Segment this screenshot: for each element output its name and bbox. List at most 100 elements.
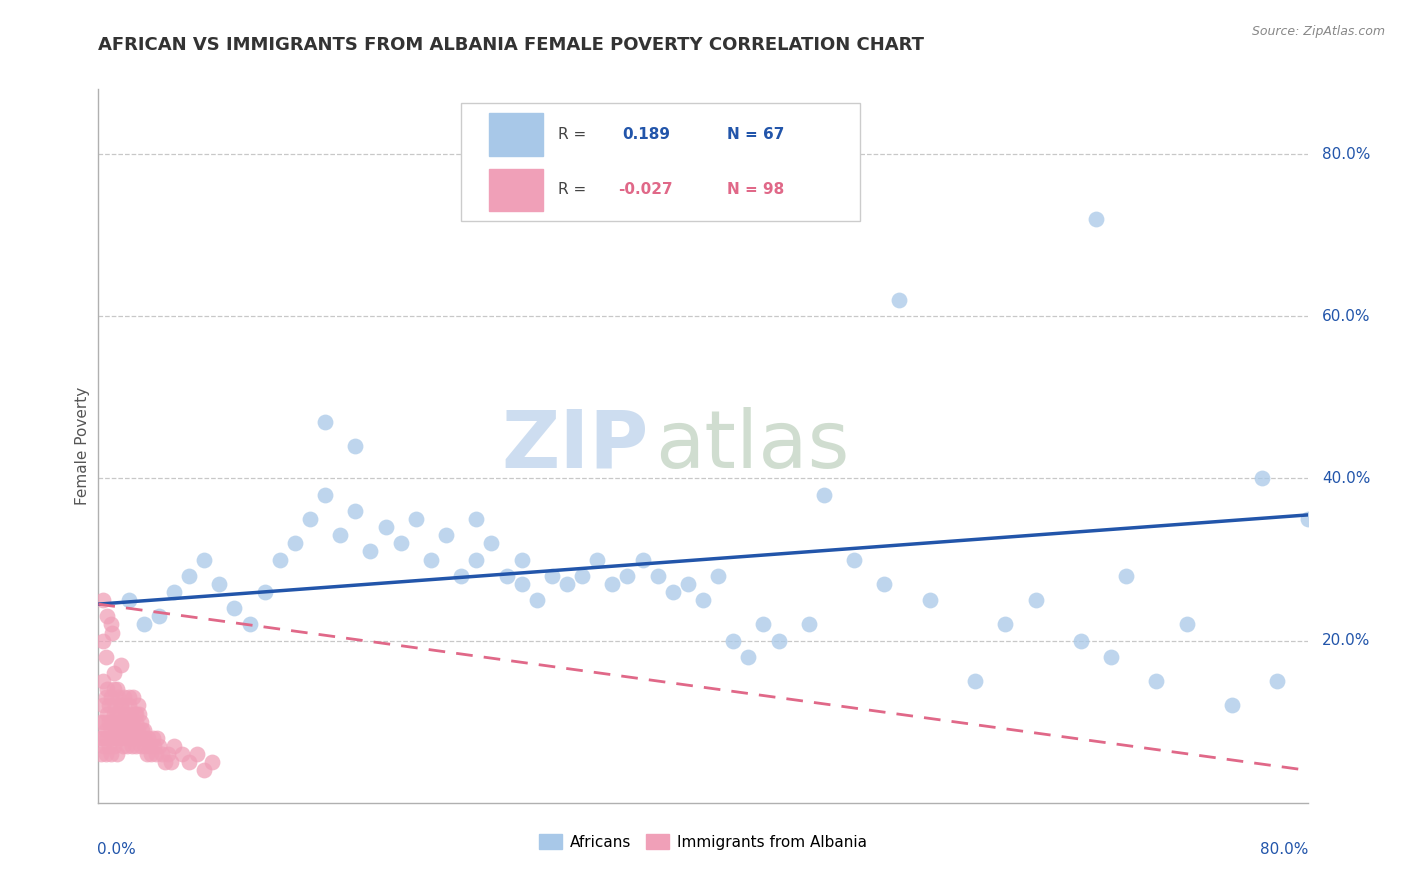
Point: [146, 731, 169, 745]
Point: [813, 488, 835, 502]
Text: N = 67: N = 67: [727, 128, 785, 142]
Point: [132, 617, 155, 632]
Point: [125, 706, 148, 721]
Point: [114, 731, 136, 745]
Point: [586, 552, 609, 566]
Point: [420, 552, 443, 566]
Point: [752, 617, 775, 632]
Point: [1267, 674, 1289, 689]
Point: [661, 585, 683, 599]
Point: [100, 617, 122, 632]
Point: [108, 731, 131, 745]
Point: [918, 593, 941, 607]
Point: [127, 723, 149, 737]
Point: [201, 756, 224, 770]
Point: [156, 747, 179, 761]
Point: [153, 756, 176, 770]
Text: 0.0%: 0.0%: [97, 842, 136, 857]
Bar: [489, 113, 543, 156]
Point: [98, 714, 121, 729]
Text: 0.189: 0.189: [621, 128, 671, 142]
Point: [602, 577, 624, 591]
Point: [526, 593, 548, 607]
Point: [118, 690, 141, 705]
Point: [91, 731, 114, 745]
Point: [148, 609, 170, 624]
Point: [104, 723, 127, 737]
Point: [389, 536, 412, 550]
Point: [89, 731, 111, 745]
Text: 80.0%: 80.0%: [1322, 146, 1371, 161]
Point: [100, 690, 122, 705]
Point: [1175, 617, 1198, 632]
Point: [115, 714, 138, 729]
Text: 40.0%: 40.0%: [1322, 471, 1371, 486]
Point: [94, 723, 117, 737]
Point: [94, 649, 117, 664]
Point: [101, 731, 124, 745]
Point: [94, 747, 117, 761]
Point: [142, 731, 165, 745]
Point: [111, 714, 134, 729]
Point: [163, 585, 186, 599]
Point: [1296, 512, 1319, 526]
Point: [360, 544, 382, 558]
Point: [91, 698, 114, 713]
Point: [135, 747, 157, 761]
Point: [299, 512, 322, 526]
Point: [96, 706, 118, 721]
Point: [122, 723, 145, 737]
Point: [96, 609, 118, 624]
Point: [844, 552, 866, 566]
Point: [103, 706, 125, 721]
Text: -0.027: -0.027: [619, 183, 673, 197]
Point: [103, 666, 125, 681]
Point: [105, 747, 128, 761]
Point: [127, 698, 149, 713]
Point: [112, 723, 135, 737]
Text: 20.0%: 20.0%: [1322, 633, 1371, 648]
Point: [125, 714, 148, 729]
Y-axis label: Female Poverty: Female Poverty: [75, 387, 90, 505]
Point: [647, 568, 669, 582]
Point: [105, 731, 128, 745]
Point: [145, 747, 167, 761]
Point: [284, 536, 307, 550]
Point: [374, 520, 396, 534]
Text: AFRICAN VS IMMIGRANTS FROM ALBANIA FEMALE POVERTY CORRELATION CHART: AFRICAN VS IMMIGRANTS FROM ALBANIA FEMAL…: [98, 36, 924, 54]
Point: [737, 649, 759, 664]
Point: [1070, 633, 1092, 648]
Point: [1099, 649, 1122, 664]
FancyBboxPatch shape: [461, 103, 860, 221]
Point: [129, 739, 152, 753]
Point: [329, 528, 352, 542]
Point: [224, 601, 246, 615]
Point: [108, 706, 131, 721]
Point: [100, 723, 122, 737]
Point: [994, 617, 1017, 632]
Point: [112, 690, 135, 705]
Point: [124, 731, 146, 745]
Point: [1115, 568, 1137, 582]
Text: R =: R =: [558, 128, 591, 142]
Point: [1144, 674, 1167, 689]
Point: [193, 764, 215, 778]
Point: [405, 512, 427, 526]
Point: [1024, 593, 1046, 607]
Point: [314, 488, 336, 502]
Point: [94, 690, 117, 705]
Point: [239, 617, 262, 632]
Point: [98, 739, 121, 753]
Point: [965, 674, 987, 689]
Text: 80.0%: 80.0%: [1260, 842, 1309, 857]
Point: [163, 739, 186, 753]
Text: 60.0%: 60.0%: [1322, 309, 1371, 324]
Point: [148, 739, 170, 753]
Point: [141, 747, 163, 761]
Point: [93, 714, 115, 729]
Point: [540, 568, 562, 582]
Point: [631, 552, 654, 566]
Text: N = 98: N = 98: [727, 183, 785, 197]
Point: [104, 698, 127, 713]
Point: [179, 756, 201, 770]
